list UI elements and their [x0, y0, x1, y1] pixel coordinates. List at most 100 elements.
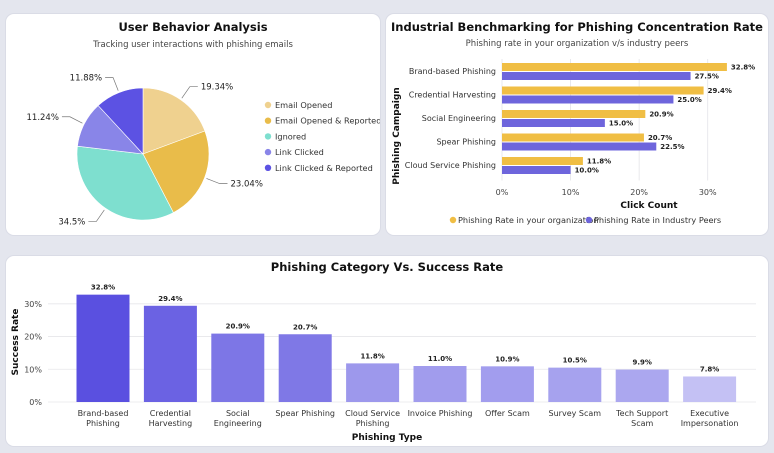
success-category-label: Offer Scam [485, 409, 530, 418]
bench-x-tick: 0% [496, 188, 509, 197]
success-bar[interactable] [683, 376, 737, 402]
success-data-label: 20.7% [293, 323, 317, 331]
success-data-label: 10.5% [563, 357, 587, 365]
legend-label[interactable]: Email Opened & Reported [275, 116, 380, 126]
success-bar[interactable] [143, 305, 197, 402]
bench-y-axis-title: Phishing Campaign [392, 87, 402, 184]
success-x-axis-title: Phishing Type [352, 433, 422, 443]
industry-rate-bar[interactable] [502, 142, 657, 151]
legend-swatch [264, 133, 272, 140]
success-category-label: Executive [690, 409, 729, 418]
success-category-label: Impersonation [681, 419, 739, 428]
pie-data-label: 11.88% [70, 74, 102, 84]
pie-data-label: 34.5% [58, 217, 85, 227]
industry-rate-bar[interactable] [502, 95, 674, 104]
success-data-label: 11.0% [428, 355, 452, 363]
success-title: Phishing Category Vs. Success Rate [271, 260, 504, 274]
bench-x-tick: 10% [562, 188, 580, 197]
user-behavior-card: User Behavior Analysis Tracking user int… [6, 14, 380, 235]
success-bar[interactable] [211, 333, 265, 402]
industry-rate-bar[interactable] [502, 119, 605, 127]
pie-slice[interactable] [142, 130, 210, 213]
org-rate-bar[interactable] [502, 110, 646, 118]
org-rate-bar[interactable] [502, 133, 644, 142]
success-category-label: Tech Support [615, 409, 668, 418]
bench-data-label: 20.7% [648, 134, 672, 142]
bench-category-label: Cloud Service Phishing [405, 161, 496, 170]
success-y-tick: 30% [24, 300, 42, 309]
success-category-label: Invoice Phishing [408, 409, 473, 418]
pie-slice[interactable] [97, 87, 144, 155]
pie-slice[interactable] [76, 145, 174, 221]
success-bar[interactable] [615, 369, 669, 402]
bench-category-label: Credential Harvesting [409, 91, 496, 100]
success-bar[interactable] [346, 363, 400, 402]
success-category-label: Survey Scam [549, 409, 602, 418]
success-category-label: Scam [631, 419, 653, 428]
bench-category-label: Spear Phishing [436, 138, 496, 147]
bench-x-tick: 30% [699, 188, 717, 197]
success-bar[interactable] [480, 366, 534, 402]
org-rate-bar[interactable] [502, 86, 704, 95]
pie-data-label: 19.34% [201, 83, 233, 93]
success-data-label: 29.4% [158, 295, 182, 303]
bench-data-label: 22.5% [660, 143, 684, 151]
success-category-label: Cloud Service [345, 409, 400, 418]
pie-leader-line [88, 209, 105, 222]
legend-label[interactable]: Ignored [275, 131, 306, 141]
success-data-label: 11.8% [360, 352, 384, 360]
bench-category-label: Brand-based Phishing [409, 67, 496, 76]
bench-data-label: 20.9% [649, 111, 673, 119]
bench-data-label: 10.0% [575, 167, 599, 175]
success-category-label: Phishing [86, 419, 120, 428]
benchmark-card: Industrial Benchmarking for Phishing Con… [386, 14, 768, 235]
success-category-label: Phishing [356, 419, 390, 428]
success-bar[interactable] [548, 367, 602, 402]
bench-category-label: Social Engineering [422, 114, 496, 123]
legend-label[interactable]: Link Clicked & Reported [275, 163, 373, 173]
success-data-label: 7.8% [700, 365, 719, 373]
user-behavior-pie-chart: User Behavior Analysis Tracking user int… [27, 20, 380, 227]
success-bar[interactable] [76, 294, 130, 402]
industry-rate-bar[interactable] [502, 72, 691, 80]
success-category-label: Credential [150, 409, 191, 418]
legend-label[interactable]: Phishing Rate in Industry Peers [594, 215, 721, 225]
pie-title: User Behavior Analysis [118, 20, 267, 34]
bench-data-label: 32.8% [731, 64, 755, 72]
org-rate-bar[interactable] [502, 63, 727, 71]
pie-leader-line [181, 86, 198, 99]
success-rate-card: Phishing Category Vs. Success Rate Succe… [6, 256, 768, 446]
bench-data-label: 11.8% [587, 158, 611, 166]
success-category-label: Social [226, 409, 250, 418]
pie-data-label: 11.24% [27, 113, 59, 123]
pie-leader-line [206, 178, 228, 184]
legend-label[interactable]: Phishing Rate in your organization [458, 215, 598, 225]
bench-data-label: 15.0% [609, 120, 633, 128]
success-data-label: 32.8% [91, 284, 115, 292]
legend-swatch [585, 216, 593, 224]
success-y-axis-title: Success Rate [11, 309, 21, 376]
org-rate-bar[interactable] [502, 157, 583, 165]
success-y-tick: 20% [24, 333, 42, 342]
success-bar[interactable] [413, 366, 467, 402]
legend-swatch [264, 148, 272, 156]
success-data-label: 10.9% [495, 355, 519, 363]
industry-rate-bar[interactable] [502, 166, 571, 174]
success-bar[interactable] [278, 334, 332, 402]
bench-data-label: 25.0% [677, 96, 701, 104]
success-category-label: Brand-based [78, 409, 129, 418]
pie-subtitle: Tracking user interactions with phishing… [92, 40, 293, 50]
bench-subtitle: Phishing rate in your organization v/s i… [466, 39, 689, 49]
legend-label[interactable]: Link Clicked [275, 147, 324, 157]
success-data-label: 9.9% [632, 359, 651, 367]
bench-title: Industrial Benchmarking for Phishing Con… [391, 20, 763, 34]
pie-data-label: 23.04% [231, 180, 263, 190]
legend-label[interactable]: Email Opened [275, 100, 332, 110]
success-data-label: 20.9% [226, 323, 250, 331]
success-category-label: Engineering [214, 419, 262, 428]
bench-data-label: 29.4% [708, 87, 732, 95]
legend-swatch [264, 117, 272, 124]
bench-data-label: 27.5% [695, 73, 719, 81]
pie-slice[interactable] [142, 87, 206, 155]
success-category-label: Harvesting [149, 419, 193, 428]
